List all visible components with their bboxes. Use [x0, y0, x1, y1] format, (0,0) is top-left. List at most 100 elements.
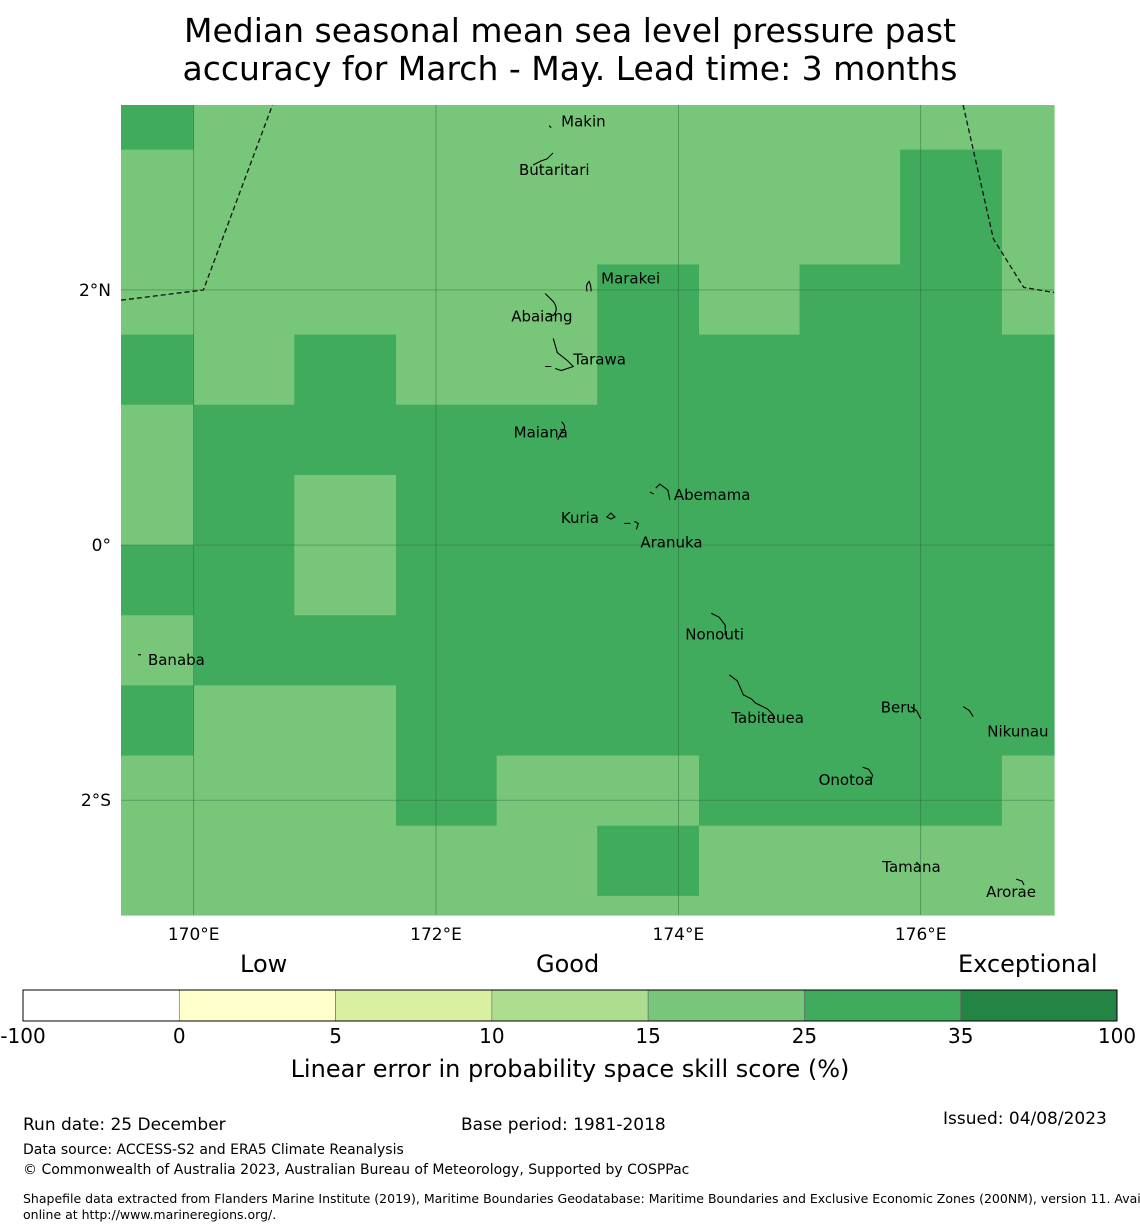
grid-cell [698, 685, 801, 757]
shapefile-credit: Shapefile data extracted from Flanders M… [23, 1191, 1140, 1223]
map-title: Median seasonal mean sea level pressure … [0, 12, 1140, 88]
grid-cell [193, 474, 295, 546]
grid-cell [799, 615, 901, 686]
island-label: Beru [881, 699, 916, 717]
lon-tick-label: 172°E [410, 925, 462, 945]
grid-cell [193, 105, 295, 151]
island-label: Marakei [601, 269, 660, 287]
island-outline [910, 706, 922, 719]
island-arorae: Arorae [986, 878, 1036, 901]
grid-cell [294, 685, 397, 757]
shapefile-credit-line-1: Shapefile data extracted from Flanders M… [23, 1191, 1140, 1206]
island-label: Abaiang [511, 307, 572, 325]
grid-cell [121, 825, 195, 897]
island-label: Aranuka [640, 533, 702, 551]
grid-cell [396, 264, 498, 336]
grid-cell [900, 895, 1003, 916]
island-banaba: Banaba [137, 651, 205, 669]
grid-cell [121, 895, 195, 916]
eez-boundaries [120, 104, 1055, 301]
island-outline [915, 861, 921, 867]
grid-cell [1001, 149, 1055, 266]
grid-cell [799, 105, 901, 151]
colorbar [22, 989, 1118, 1022]
grid-cell [496, 105, 598, 151]
grid-cell [597, 334, 700, 406]
grid-cell [900, 615, 1003, 686]
grid-cell [698, 149, 801, 266]
grid-cell [396, 105, 498, 151]
lat-tick-label: 2°S [81, 791, 111, 811]
island-aranuka: Aranuka [624, 520, 703, 551]
grid-cell [396, 334, 498, 406]
grid-cell [121, 755, 195, 827]
island-nonouti: Nonouti [685, 612, 744, 643]
grid-cell [193, 825, 295, 897]
grid-cell [294, 264, 397, 336]
grid-cell [1001, 545, 1055, 616]
grid-cell [193, 685, 295, 757]
grid-cell [1001, 474, 1055, 546]
colorbar-tick-label: 5 [329, 1024, 342, 1048]
grid-cell [121, 105, 195, 151]
grid-cell [900, 755, 1003, 827]
colorbar-frame [22, 989, 1118, 1022]
grid-cell [396, 474, 498, 546]
island-label: Kuria [561, 509, 599, 527]
grid-cell [1001, 685, 1055, 757]
grid-cell [193, 404, 295, 476]
grid-cell [294, 404, 397, 476]
grid-cell [1001, 825, 1055, 897]
graticule [121, 105, 1054, 915]
grid-cell [1001, 404, 1055, 476]
colorbar-tick-label: 0 [172, 1024, 186, 1048]
grid-cell [496, 895, 598, 916]
island-abemama: Abemama [649, 483, 750, 504]
colorbar-tick-label: 25 [791, 1024, 818, 1048]
grid-cell [799, 895, 901, 916]
grid-cell [121, 615, 195, 686]
grid-cell [799, 149, 901, 266]
grid-cell [396, 685, 498, 757]
grid-cell [597, 404, 700, 476]
grid-cell [193, 755, 295, 827]
grid-cell [121, 685, 195, 757]
grid-cell [698, 474, 801, 546]
grid-cell [121, 334, 195, 406]
grid-cell [496, 615, 598, 686]
grid-cell [799, 825, 901, 897]
grid-cell [496, 755, 598, 827]
colorbar-segment [335, 989, 493, 1022]
island-maiana: Maiana [514, 421, 568, 442]
colorbar-tick-label: 35 [947, 1024, 974, 1048]
island-outline [585, 280, 592, 292]
grid-cell [900, 474, 1003, 546]
grid-cell [294, 334, 397, 406]
grid-cell [597, 825, 700, 897]
grid-cell [698, 755, 801, 827]
grid-cell [900, 545, 1003, 616]
island-nikunau: Nikunau [962, 706, 1049, 741]
grid-cell [597, 149, 700, 266]
grid-cell [193, 545, 295, 616]
grid-cell [496, 334, 598, 406]
grid-cell [396, 755, 498, 827]
island-outline [711, 612, 726, 636]
grid-cell [698, 264, 801, 336]
title-line-1: Median seasonal mean sea level pressure … [184, 11, 956, 50]
island-label: Tabiteuea [730, 709, 804, 727]
island-label: Maiana [514, 424, 568, 442]
island-label: Butaritari [519, 161, 590, 179]
lon-tick-label: 176°E [895, 925, 947, 945]
grid-cell [597, 474, 700, 546]
grid-cell [597, 545, 700, 616]
grid-cell [799, 685, 901, 757]
grid-cell [496, 685, 598, 757]
island-outline [548, 125, 552, 129]
colorbar-segment [491, 989, 649, 1022]
island-tarawa: Tarawa [545, 338, 626, 372]
grid-cell [1001, 755, 1055, 827]
grid-cell [396, 149, 498, 266]
island-label: Nikunau [987, 723, 1048, 741]
